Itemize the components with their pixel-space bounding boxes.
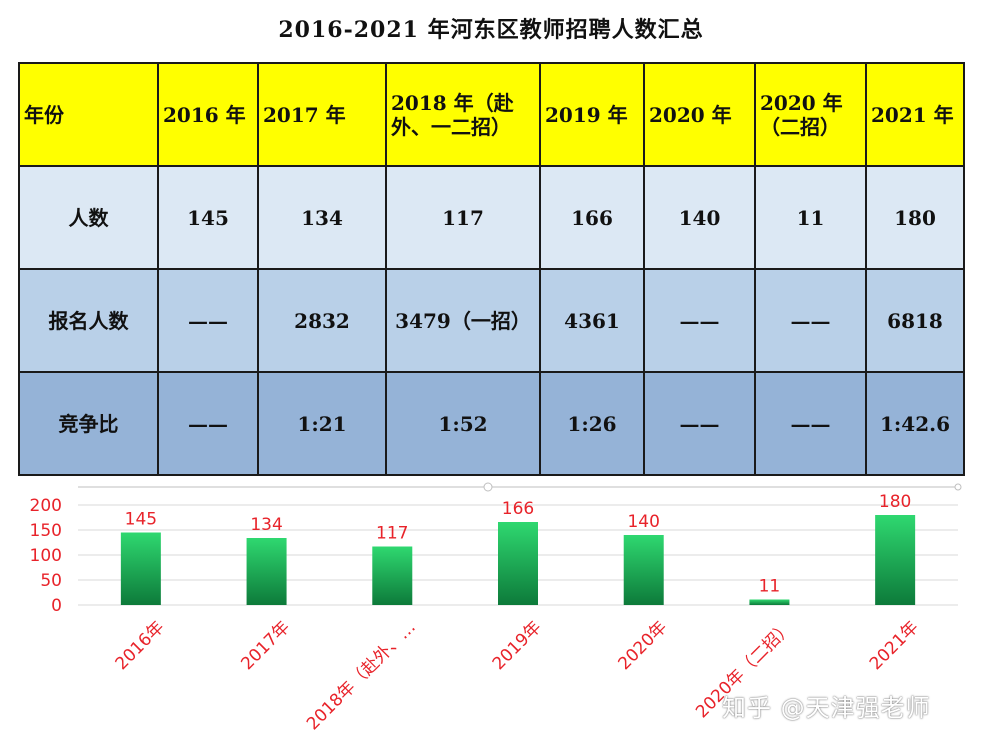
table-cell: 117 xyxy=(385,165,541,270)
x-tick-label: 2018年（赴外、… xyxy=(303,617,420,734)
table-cell: —— xyxy=(754,268,867,373)
y-tick-label: 100 xyxy=(30,546,62,566)
header-cell: 2020 年（二招） xyxy=(754,62,867,167)
table-cell: 1:26 xyxy=(539,371,645,476)
header-cell: 2019 年 xyxy=(539,62,645,167)
data-label: 134 xyxy=(250,515,282,535)
table-header-row: 年份 2016 年 2017 年 2018 年（赴外、一二招） 2019 年 2… xyxy=(18,62,965,167)
bar xyxy=(246,538,287,605)
table-cell: 4361 xyxy=(539,268,645,373)
data-label: 11 xyxy=(759,577,781,597)
page-title: 2016-2021 年河东区教师招聘人数汇总 xyxy=(278,17,704,43)
bar xyxy=(623,535,664,605)
bar xyxy=(749,599,790,605)
resize-handle xyxy=(954,483,962,491)
table-cell: 140 xyxy=(643,165,756,270)
y-tick-label: 150 xyxy=(30,521,62,541)
table-cell: 6818 xyxy=(865,268,965,373)
table-row: 人数 145 134 117 166 140 11 180 xyxy=(18,165,965,270)
y-tick-label: 50 xyxy=(40,571,62,591)
table-cell: 1:21 xyxy=(257,371,387,476)
data-label: 140 xyxy=(627,512,659,532)
header-cell: 2018 年（赴外、一二招） xyxy=(385,62,541,167)
bar-chart: 0 50 100 150 200 145 134 117 166 140 11 180 2016年 2… xyxy=(30,482,962,734)
table-cell: 145 xyxy=(157,165,259,270)
x-tick-label: 2020年 xyxy=(614,617,671,674)
table-cell: 3479（一招） xyxy=(385,268,541,373)
table-cell: 2832 xyxy=(257,268,387,373)
bar xyxy=(120,532,161,605)
data-label: 180 xyxy=(879,492,911,512)
x-tick-label: 2017年 xyxy=(237,617,294,674)
table-row: 竞争比 —— 1:21 1:52 1:26 —— —— 1:42.6 xyxy=(18,371,965,476)
bar xyxy=(372,546,413,605)
table-cell: 166 xyxy=(539,165,645,270)
table-cell: 11 xyxy=(754,165,867,270)
table-cell: —— xyxy=(643,371,756,476)
y-tick-label: 200 xyxy=(30,496,62,516)
header-cell: 2021 年 xyxy=(865,62,965,167)
header-cell: 年份 xyxy=(18,62,159,167)
table-cell: —— xyxy=(754,371,867,476)
table-cell: —— xyxy=(157,268,259,373)
row-label: 竞争比 xyxy=(18,371,159,476)
data-label: 166 xyxy=(502,499,534,519)
table-row: 报名人数 —— 2832 3479（一招） 4361 —— —— 6818 xyxy=(18,268,965,373)
x-tick-label: 2016年 xyxy=(112,617,169,674)
bar xyxy=(498,522,538,605)
x-tick-label: 2021年 xyxy=(866,617,923,674)
y-tick-label: 0 xyxy=(51,596,62,616)
table-cell: 134 xyxy=(257,165,387,270)
header-cell: 2016 年 xyxy=(157,62,259,167)
table-cell: —— xyxy=(643,268,756,373)
watermark: 知乎 @天津强老师 xyxy=(722,694,931,722)
data-label: 117 xyxy=(376,524,408,544)
header-cell: 2017 年 xyxy=(257,62,387,167)
table-cell: 180 xyxy=(865,165,965,270)
recruitment-table: 年份 2016 年 2017 年 2018 年（赴外、一二招） 2019 年 2… xyxy=(18,62,965,476)
table-cell: 1:42.6 xyxy=(865,371,965,476)
table-cell: —— xyxy=(157,371,259,476)
row-label: 人数 xyxy=(18,165,159,270)
header-cell: 2020 年 xyxy=(643,62,756,167)
data-label: 145 xyxy=(125,510,157,530)
x-tick-label: 2019年 xyxy=(489,617,546,674)
bar xyxy=(875,515,916,605)
table-cell: 1:52 xyxy=(385,371,541,476)
row-label: 报名人数 xyxy=(18,268,159,373)
resize-handle xyxy=(483,482,493,492)
